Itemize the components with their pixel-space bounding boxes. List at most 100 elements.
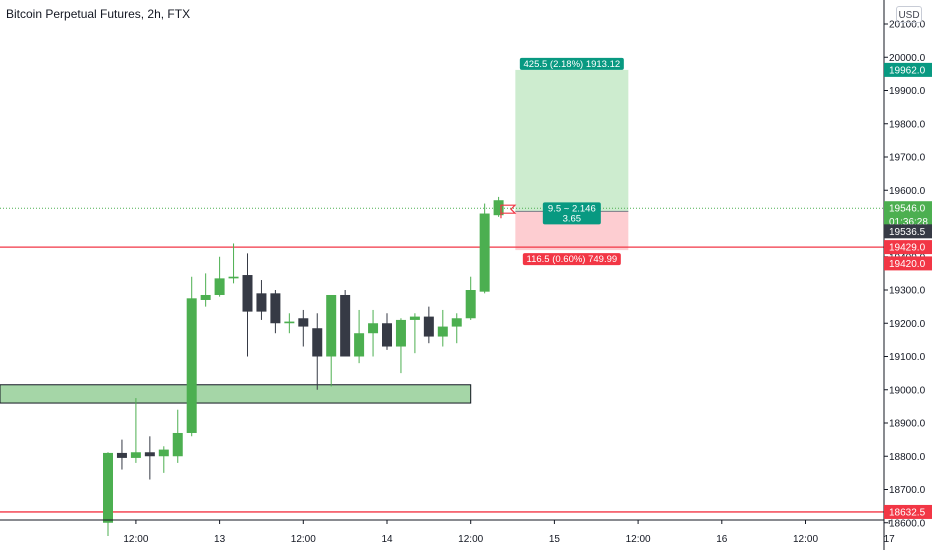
candle-0 bbox=[103, 452, 113, 537]
candle-20 bbox=[382, 313, 392, 350]
price-tag-bg bbox=[884, 504, 932, 519]
y-tick-label-14: 18700.0 bbox=[889, 485, 926, 496]
candle-body bbox=[395, 319, 406, 347]
candle-18 bbox=[354, 309, 365, 364]
candle-23 bbox=[423, 306, 434, 344]
candle-body bbox=[186, 298, 197, 433]
price-tag-1: 19546.0 bbox=[884, 201, 932, 216]
candle-16 bbox=[326, 294, 337, 387]
support-zone bbox=[0, 384, 472, 404]
candle-body bbox=[256, 293, 267, 312]
x-tick-label-4: 12:00 bbox=[458, 534, 483, 545]
candle-14 bbox=[298, 309, 309, 347]
candle-19 bbox=[368, 309, 379, 357]
candle-body bbox=[340, 294, 351, 357]
x-tick-label-3: 14 bbox=[381, 534, 393, 545]
candle-body bbox=[144, 452, 155, 457]
x-tick-label-1: 13 bbox=[214, 534, 226, 545]
candle-body bbox=[270, 293, 281, 324]
x-tick-label-9: 17 bbox=[884, 534, 896, 545]
flag-icon bbox=[500, 204, 517, 219]
target-label-bg bbox=[519, 57, 624, 70]
candle-body bbox=[242, 275, 253, 312]
x-tick-label-8: 12:00 bbox=[793, 534, 818, 545]
candle-15 bbox=[312, 313, 323, 390]
candle-11 bbox=[256, 280, 267, 320]
entry-label-bg bbox=[542, 202, 601, 225]
target-label-text: 425.5 (2.18%) 1913.12 bbox=[524, 59, 621, 70]
candle-body bbox=[298, 318, 309, 327]
y-tick-label-15: 18600.0 bbox=[889, 518, 926, 529]
candle-body bbox=[228, 276, 239, 279]
candle-body bbox=[382, 323, 392, 347]
candle-body bbox=[409, 316, 420, 320]
candle-body bbox=[103, 452, 113, 523]
candle-body bbox=[158, 449, 169, 457]
y-tick-label-10: 19100.0 bbox=[889, 352, 926, 363]
price-tag-label: 19962.0 bbox=[889, 65, 926, 76]
candle-body bbox=[368, 323, 379, 334]
candle-2 bbox=[130, 398, 141, 463]
price-tag-6: 18632.5 bbox=[884, 504, 932, 519]
entry-label-text: 3.65 bbox=[563, 213, 582, 224]
x-tick-label-7: 16 bbox=[716, 534, 728, 545]
price-tag-label: 19420.0 bbox=[889, 259, 926, 270]
candle-12 bbox=[270, 290, 281, 334]
candle-body bbox=[116, 452, 127, 458]
candle-13 bbox=[284, 313, 295, 334]
candle-4 bbox=[158, 446, 169, 473]
candle-body bbox=[423, 316, 434, 337]
candle-26 bbox=[465, 276, 476, 320]
price-tag-bg bbox=[884, 256, 932, 271]
price-tag-3: 19536.5 bbox=[884, 224, 932, 239]
y-tick-label-1: 20000.0 bbox=[889, 53, 926, 64]
y-tick-label-5: 19600.0 bbox=[889, 186, 926, 197]
candle-8 bbox=[214, 256, 225, 297]
x-tick-label-2: 12:00 bbox=[291, 534, 316, 545]
y-tick-label-4: 19700.0 bbox=[889, 153, 926, 164]
y-tick-label-12: 18900.0 bbox=[889, 419, 926, 430]
price-tag-label: 19536.5 bbox=[889, 227, 926, 238]
y-tick-label-0: 20100.0 bbox=[889, 20, 926, 31]
candle-body bbox=[130, 452, 141, 458]
candle-5 bbox=[172, 409, 183, 463]
stop-label-bg bbox=[522, 253, 621, 266]
candle-body bbox=[437, 326, 448, 337]
candle-body bbox=[451, 318, 462, 327]
price-tag-label: 19546.0 bbox=[889, 204, 926, 215]
candle-body bbox=[479, 213, 490, 292]
y-tick-label-8: 19300.0 bbox=[889, 286, 926, 297]
y-tick-label-3: 19800.0 bbox=[889, 119, 926, 130]
candle-6 bbox=[186, 276, 197, 437]
price-tag-bg bbox=[884, 201, 932, 216]
stop-label: 116.5 (0.60%) 749.99 bbox=[522, 253, 621, 266]
price-tag-label: 19429.0 bbox=[889, 243, 926, 254]
currency-button[interactable]: USD bbox=[896, 6, 922, 23]
candle-body bbox=[214, 278, 225, 295]
candle-body bbox=[354, 333, 365, 357]
price-tag-label: 18632.5 bbox=[889, 507, 926, 518]
target-label: 425.5 (2.18%) 1913.12 bbox=[519, 57, 624, 70]
price-tag-bg bbox=[884, 224, 932, 239]
candle-body bbox=[493, 200, 504, 216]
y-tick-label-11: 19000.0 bbox=[889, 385, 926, 396]
candle-10 bbox=[242, 253, 253, 357]
candle-17 bbox=[340, 290, 351, 357]
candle-28 bbox=[493, 196, 504, 217]
y-tick-label-13: 18800.0 bbox=[889, 452, 926, 463]
price-tag-bg bbox=[884, 62, 932, 77]
chart-title: Bitcoin Perpetual Futures, 2h, FTX bbox=[6, 7, 191, 21]
x-tick-label-0: 12:00 bbox=[123, 534, 148, 545]
candle-body bbox=[326, 294, 337, 357]
y-tick-label-9: 19200.0 bbox=[889, 319, 926, 330]
candle-body bbox=[284, 321, 295, 324]
profit-zone bbox=[515, 69, 629, 212]
stop-label-text: 116.5 (0.60%) 749.99 bbox=[527, 254, 618, 265]
price-tag-label: 01:36:28 bbox=[889, 217, 928, 228]
y-tick-label-2: 19900.0 bbox=[889, 86, 926, 97]
candle-body bbox=[312, 328, 323, 357]
candle-3 bbox=[144, 436, 155, 480]
price-tag-0: 19962.0 bbox=[884, 62, 932, 77]
candle-body bbox=[200, 294, 211, 300]
